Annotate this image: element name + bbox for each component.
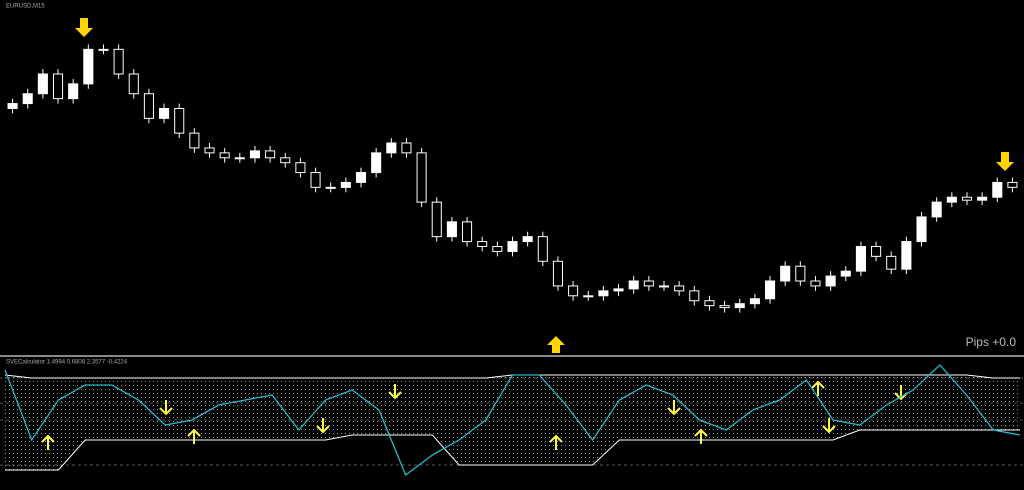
candle-body (143, 93, 154, 119)
candle-body (552, 260, 563, 287)
candle-body (522, 236, 533, 243)
candle-body (734, 303, 745, 309)
candle-body (871, 246, 882, 257)
candle-body (931, 201, 942, 218)
candle-body (583, 295, 594, 298)
candle-body (431, 201, 442, 238)
candle-body (840, 270, 851, 277)
candle-body (825, 275, 836, 287)
candle-body (477, 241, 488, 247)
candle-body (310, 172, 321, 188)
candle-body (643, 280, 654, 287)
candle-body (174, 108, 185, 134)
candle-body (37, 73, 48, 95)
candle-body (68, 83, 79, 100)
candle-body (780, 265, 791, 282)
candle-body (992, 181, 1003, 198)
candle-body (249, 150, 261, 159)
indicator-label: SVECalculator 1.4994 0.6808 2.3577 -0.42… (6, 360, 128, 366)
candle-body (1007, 181, 1018, 188)
signal-arrows (75, 18, 1014, 353)
candle-body (658, 285, 670, 288)
candle-body (446, 221, 457, 238)
candle-body (764, 280, 776, 300)
candle-body (234, 157, 245, 160)
candle-body (219, 152, 230, 159)
symbol-label: EURUSD,M15 (6, 4, 45, 10)
candle-body (113, 48, 124, 75)
candle-body (537, 236, 548, 262)
candle-body (492, 246, 503, 252)
candle-body (719, 305, 730, 309)
candle-body (568, 285, 579, 297)
candle-body (22, 93, 33, 105)
candle-body (462, 221, 473, 243)
candle-body (340, 181, 351, 188)
candle-body (295, 162, 306, 174)
candle-body (83, 48, 94, 85)
candle-body (371, 152, 382, 174)
candle-body (98, 48, 109, 51)
candle-body (613, 288, 624, 292)
candle-body (159, 108, 170, 119)
candle-body (674, 285, 685, 292)
indicator-arrows (41, 380, 908, 450)
indicator-line (5, 429, 1020, 471)
candle-body (916, 216, 927, 243)
candle-body (977, 196, 988, 201)
candle-body (280, 157, 291, 164)
candle-body (416, 152, 427, 203)
candle-body (52, 73, 64, 100)
arrow-down (75, 18, 93, 37)
candle-body (628, 280, 639, 290)
candle-body (901, 241, 912, 270)
candle-body (325, 186, 336, 189)
arrow-down (996, 152, 1014, 171)
candle-body (128, 73, 139, 95)
candle-body (886, 255, 897, 270)
candle-body (855, 246, 866, 272)
band-fill (5, 375, 1020, 470)
candle-body (598, 290, 609, 297)
candle-body (189, 132, 200, 149)
pips-label: Pips +0.0 (966, 335, 1017, 349)
arrow-up (547, 336, 565, 353)
candle-body (507, 241, 518, 252)
candle-body (7, 103, 18, 109)
candle-body (204, 147, 215, 154)
candle-body (946, 196, 957, 203)
candle-body (810, 280, 821, 287)
candle-body (704, 300, 715, 307)
candle-body (386, 142, 397, 154)
candle-body (749, 298, 760, 305)
candle-body (265, 150, 276, 159)
candle-body (401, 142, 412, 154)
band-area (5, 375, 1020, 470)
candle-body (689, 290, 700, 302)
candle-body (355, 172, 367, 183)
candle-body (961, 196, 973, 201)
candle-body (795, 265, 806, 282)
indicator-line (4, 364, 1021, 477)
